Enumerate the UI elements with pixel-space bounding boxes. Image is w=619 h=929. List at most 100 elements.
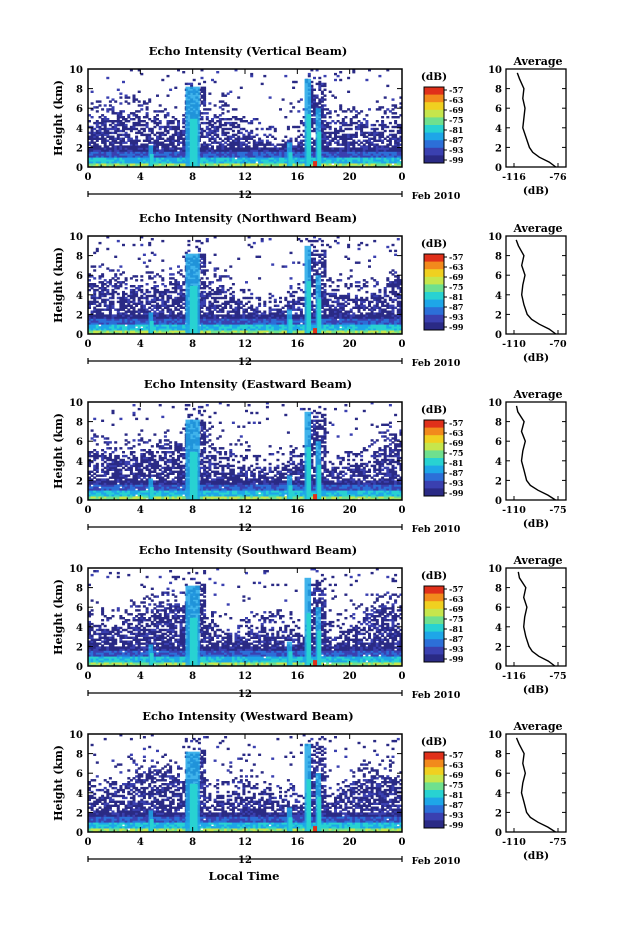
echo-cell: [323, 269, 327, 272]
colorbar-unit: (dB): [421, 71, 447, 83]
echo-cell: [169, 155, 173, 158]
echo-cell: [263, 165, 267, 167]
echo-cell: [239, 288, 243, 292]
echo-cell: [331, 324, 335, 327]
echo-cell: [132, 149, 136, 152]
echo-cell: [391, 98, 395, 101]
echo-cell: [203, 318, 207, 321]
echo-cell: [200, 277, 204, 280]
echo-cell: [124, 292, 128, 296]
echo-cell: [119, 273, 123, 276]
echo-cell: [347, 316, 351, 319]
echo-cell: [226, 159, 230, 162]
echo-cell: [297, 163, 301, 166]
echo-cell: [98, 241, 102, 245]
echo-cell: [302, 121, 306, 125]
echo-cell: [208, 330, 212, 333]
echo-cell: [226, 131, 230, 135]
echo-cell: [166, 326, 170, 329]
echo-cell: [132, 118, 136, 121]
echo-cell: [320, 157, 324, 160]
echo-cell: [328, 139, 332, 142]
echo-cell: [381, 141, 385, 144]
echo-cell: [297, 129, 301, 133]
echo-cell: [339, 273, 343, 276]
echo-cell: [226, 318, 230, 321]
echo-cell: [323, 139, 327, 142]
echo-cell: [106, 326, 110, 329]
echo-cell: [108, 269, 112, 272]
echo-cell: [166, 129, 170, 133]
echo-cell: [378, 139, 382, 142]
echo-cell: [294, 159, 298, 162]
echo-cell: [177, 332, 180, 334]
echo-cell: [127, 320, 131, 323]
echo-cell: [218, 106, 222, 109]
echo-cell: [386, 147, 390, 150]
echo-cell: [297, 314, 301, 317]
echo-cell: [93, 294, 97, 298]
echo-cell: [226, 310, 230, 313]
echo-cell: [93, 316, 97, 319]
y-tick-label: 0: [76, 163, 83, 174]
echo-cell: [169, 143, 173, 146]
echo-cell: [323, 298, 327, 302]
echo-cell: [255, 149, 259, 152]
echo-cell: [116, 114, 120, 117]
echo-cell: [260, 324, 264, 327]
echo-cell: [177, 139, 180, 142]
echo-cell: [93, 151, 97, 154]
echo-cell: [153, 324, 157, 327]
echo-cell: [320, 145, 324, 148]
echo-cell: [239, 159, 243, 162]
echo-cell: [386, 157, 390, 160]
echo-cell: [108, 318, 112, 321]
y-tick-label: 8: [76, 85, 83, 96]
echo-cell: [347, 298, 351, 302]
echo-cell: [292, 261, 296, 264]
echo-cell: [362, 318, 366, 321]
echo-cell: [203, 100, 207, 103]
echo-cell: [90, 102, 94, 105]
echo-cell: [101, 312, 105, 315]
echo-cell: [213, 326, 217, 329]
echo-cell: [108, 163, 112, 166]
echo-cell: [352, 155, 356, 158]
echo-cell: [177, 316, 180, 319]
echo-cell: [263, 304, 267, 307]
echo-cell: [310, 243, 314, 247]
echo-cell: [132, 141, 136, 144]
echo-cell: [116, 118, 120, 121]
echo-cell: [179, 153, 183, 156]
echo-cell: [208, 287, 212, 290]
echo-cell: [145, 145, 149, 148]
echo-cell: [234, 125, 238, 129]
echo-cell: [245, 120, 248, 123]
echo-cell: [90, 310, 94, 313]
echo-cell: [252, 161, 256, 164]
echo-cell: [313, 157, 316, 160]
echo-cell: [383, 165, 387, 167]
echo-cell: [200, 149, 204, 152]
echo-cell: [328, 330, 332, 333]
echo-cell: [354, 163, 358, 166]
echo-cell: [150, 308, 154, 311]
echo-cell: [158, 159, 162, 162]
echo-cell: [334, 165, 337, 167]
echo-cell: [352, 69, 356, 72]
echo-cell: [122, 127, 125, 131]
echo-cell: [354, 155, 358, 158]
echo-cell: [140, 131, 144, 135]
echo-cell: [171, 161, 175, 164]
echo-cell: [93, 121, 97, 125]
echo-cell: [310, 332, 314, 334]
echo-cell: [294, 145, 298, 148]
echo-cell: [98, 116, 102, 119]
echo-cell: [226, 300, 230, 304]
echo-cell: [101, 283, 105, 286]
echo-cell: [213, 322, 217, 325]
echo-cell: [221, 330, 225, 333]
echo-cell: [302, 290, 306, 294]
echo-cell: [221, 92, 225, 95]
echo-cell: [140, 320, 144, 323]
